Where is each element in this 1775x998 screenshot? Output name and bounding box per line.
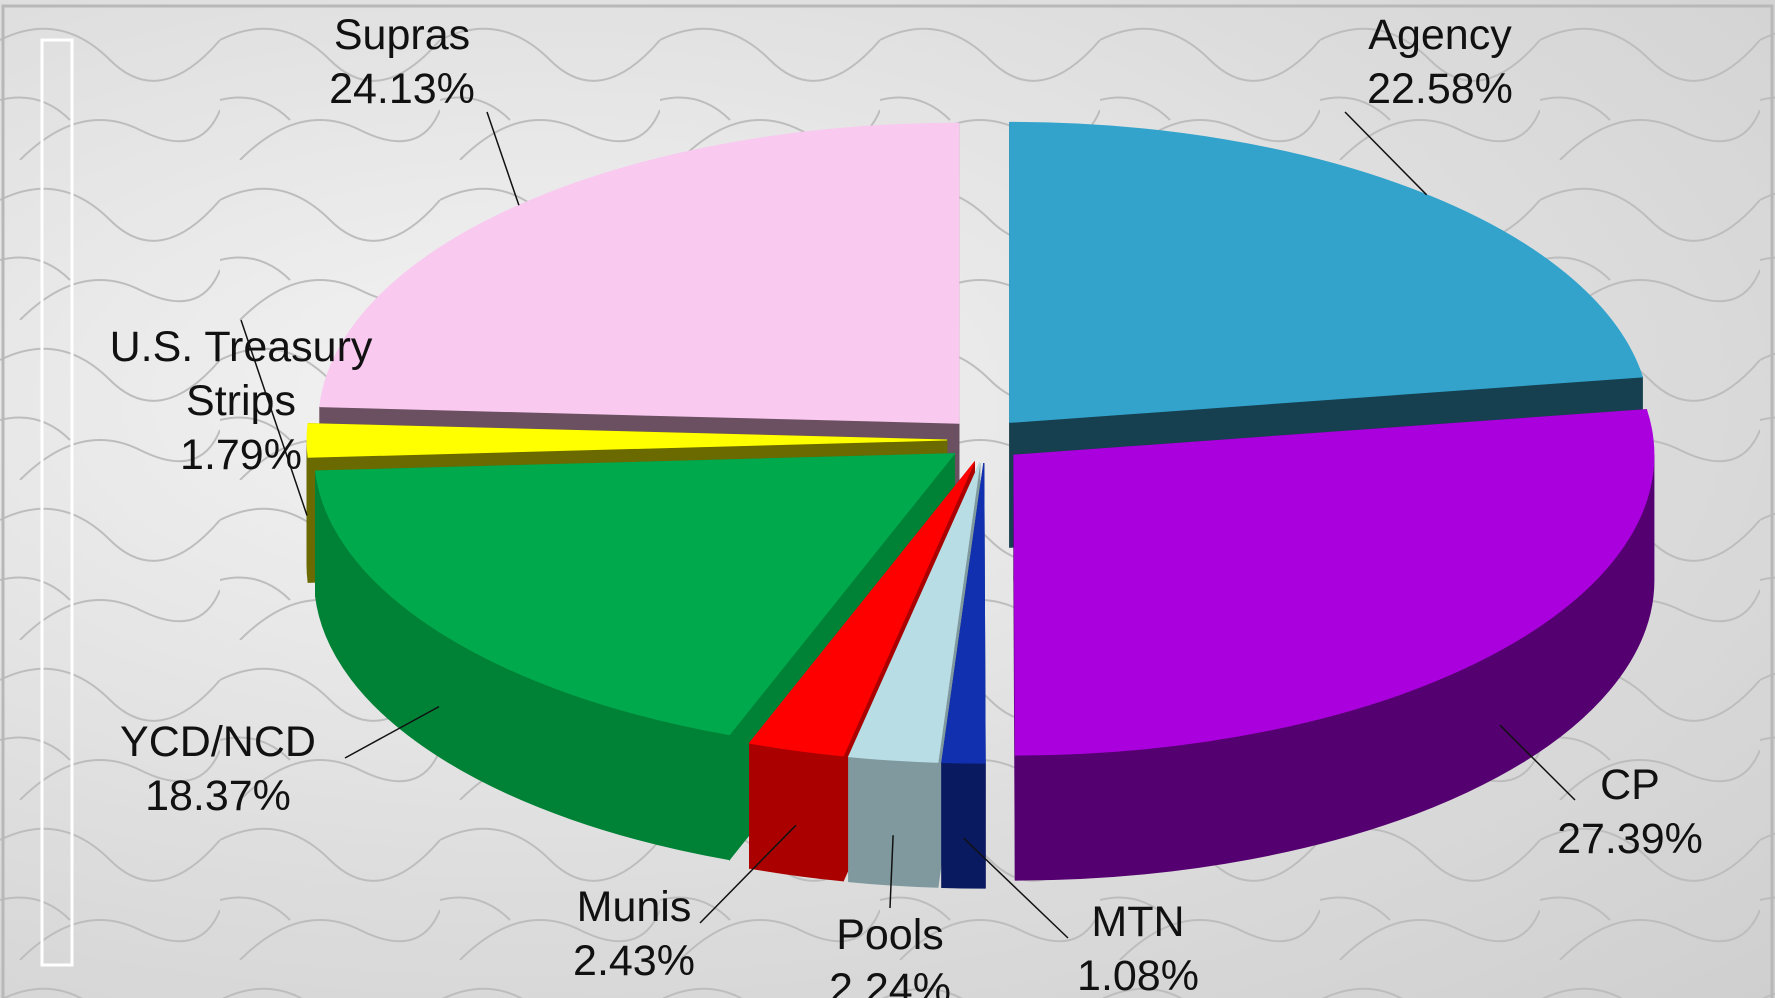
frame bbox=[1, 4, 1774, 998]
leader-line bbox=[240, 319, 308, 516]
data-label: Pools 2.24% bbox=[740, 908, 1040, 998]
value-label: 2.24% bbox=[829, 965, 951, 998]
leader-line bbox=[486, 111, 520, 206]
value-label: 18.37% bbox=[145, 772, 291, 820]
slice-top bbox=[847, 462, 981, 763]
data-label: U.S. Treasury Strips 1.79% bbox=[91, 320, 391, 482]
value-label: 27.39% bbox=[1557, 815, 1703, 863]
value-label: 1.79% bbox=[180, 431, 302, 479]
category-label: Pools bbox=[836, 911, 944, 959]
leader-line bbox=[699, 824, 797, 924]
data-label: Munis 2.43% bbox=[484, 880, 784, 988]
category-label: Agency bbox=[1368, 11, 1512, 59]
data-label: CP 27.39% bbox=[1480, 758, 1775, 866]
data-label: MTN 1.08% bbox=[988, 895, 1288, 998]
leader-line bbox=[1344, 111, 1428, 196]
slice-wall bbox=[749, 742, 844, 882]
data-label: Supras 24.13% bbox=[252, 8, 552, 116]
slice-top bbox=[748, 461, 975, 757]
slice-top bbox=[1013, 409, 1655, 756]
leader-line bbox=[889, 835, 894, 909]
slice-top bbox=[941, 463, 986, 764]
slice-top bbox=[314, 453, 956, 736]
category-label: MTN bbox=[1091, 898, 1185, 946]
category-label: YCD/NCD bbox=[120, 718, 316, 766]
category-label: Supras bbox=[333, 11, 471, 59]
category-label: U.S. Treasury Strips bbox=[109, 323, 373, 425]
value-label: 1.08% bbox=[1077, 952, 1199, 998]
category-label: CP bbox=[1600, 761, 1660, 809]
category-label: Munis bbox=[576, 883, 692, 931]
data-label: Agency 22.58% bbox=[1290, 8, 1590, 116]
data-label: YCD/NCD 18.37% bbox=[68, 715, 368, 823]
value-label: 2.43% bbox=[573, 937, 695, 985]
value-label: 24.13% bbox=[329, 65, 475, 113]
slice-wall bbox=[941, 761, 986, 889]
slice-wall bbox=[848, 756, 939, 888]
frame-bracket bbox=[40, 38, 74, 967]
leader-line bbox=[344, 705, 440, 759]
leader-line bbox=[962, 837, 1069, 939]
value-label: 22.58% bbox=[1367, 65, 1513, 113]
slice-top bbox=[319, 122, 960, 424]
leader-line bbox=[1499, 724, 1576, 801]
slice-top bbox=[306, 423, 948, 458]
